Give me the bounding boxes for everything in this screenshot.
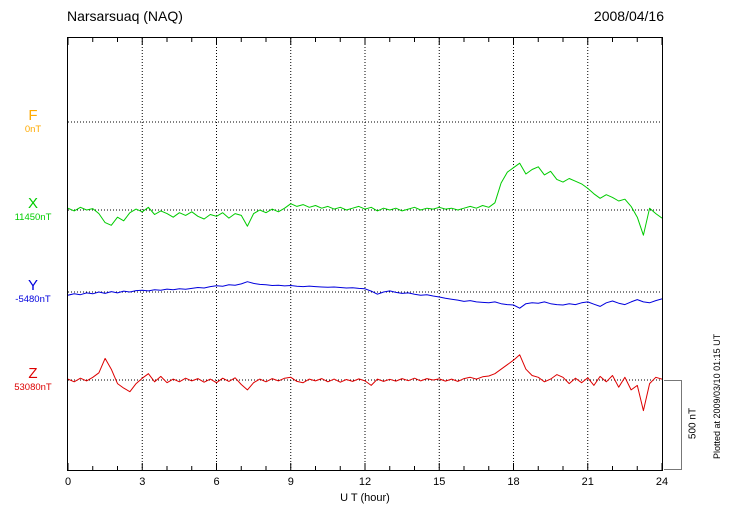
component-baseline-value: -5480nT: [15, 294, 51, 305]
plot-date: 2008/04/16: [593, 8, 664, 24]
component-label-Z: Z 53080nT: [4, 365, 62, 394]
trace-Y: [68, 281, 662, 309]
plot-area: [67, 37, 663, 471]
scale-bar-bottom-cap: [664, 469, 682, 470]
magnetogram-plot: [68, 38, 662, 470]
component-baseline-value: 53080nT: [14, 382, 52, 393]
scale-bar-top-cap: [664, 380, 682, 381]
scale-bar-label: 500 nT: [687, 407, 699, 440]
component-letter: X: [27, 195, 38, 212]
x-tick-label: 6: [213, 476, 220, 488]
scale-bar-line: [681, 380, 682, 470]
component-letter: F: [28, 107, 38, 124]
x-tick-label: 18: [507, 476, 520, 488]
x-tick-label: 0: [64, 476, 72, 488]
trace-Z: [68, 354, 662, 412]
trace-X: [68, 162, 662, 236]
component-label-Y: Y -5480nT: [4, 277, 62, 306]
component-baseline-value: 0nT: [24, 124, 42, 135]
x-tick-label: 12: [358, 476, 372, 488]
plotted-at-note: Plotted at 2009/03/10 01:15 UT: [712, 333, 722, 459]
x-tick-label: 3: [139, 476, 146, 488]
station-title: Narsarsuaq (NAQ): [67, 8, 183, 24]
x-tick-label: 21: [581, 476, 594, 488]
component-baseline-value: 11450nT: [14, 212, 52, 223]
component-letter: Z: [28, 365, 38, 382]
component-label-F: F 0nT: [4, 107, 62, 136]
component-label-X: X 11450nT: [4, 195, 62, 224]
x-tick-label: 15: [433, 476, 446, 488]
x-axis-title: U T (hour): [340, 492, 390, 504]
x-tick-label: 9: [287, 476, 294, 488]
x-tick-label: 24: [655, 476, 669, 488]
component-letter: Y: [27, 277, 38, 294]
